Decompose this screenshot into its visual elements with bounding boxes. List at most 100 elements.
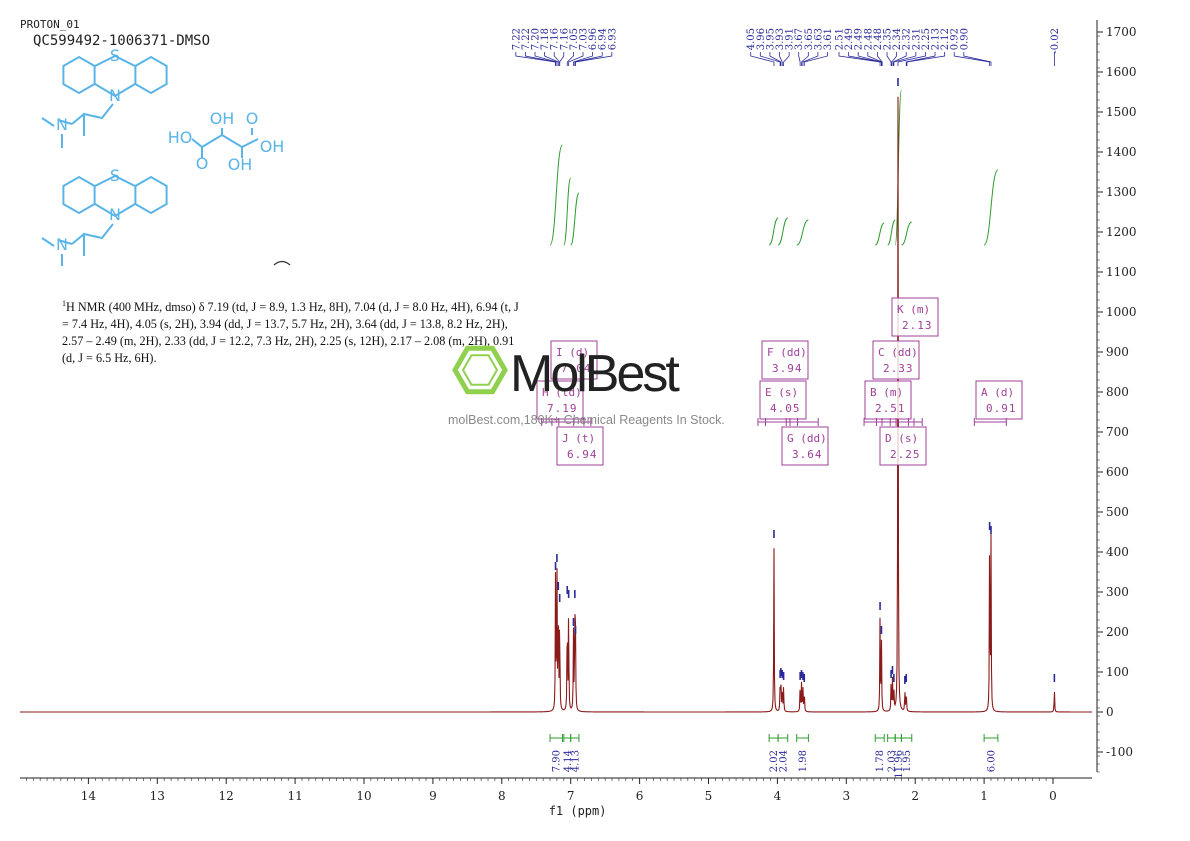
multiplet-label: G (dd) [787,432,827,445]
watermark-hexagon-inner [461,354,499,386]
x-tick-label: 11 [287,789,302,803]
multiplet-shift: 2.25 [890,448,921,461]
multiplet-shift: 7.04 [561,362,592,375]
atom-label: S [110,46,120,65]
peak-label-leader [573,52,594,66]
peak-label: 2.34 [892,28,903,50]
peak-label-leader [515,52,556,66]
n-methyl [41,237,55,247]
side-chain [71,223,114,245]
multiplet-box-a: A (d) 0.91 [973,380,1023,426]
integral-value: 7.90 [552,750,563,772]
peak-label: 2.31 [911,28,922,50]
peak-label: 2.49 [844,28,855,50]
multiplet-label: B (m) [870,386,903,399]
peak-label-leader [525,52,556,66]
atom-label: N [56,115,68,134]
peak-label-leader [544,52,559,66]
peak-label-leader [953,52,991,66]
multiplet-box-e: E (s) 4.05 [757,380,807,426]
peak-label-leader [779,52,783,66]
multiplet-label: F (dd) [767,346,807,359]
multiplet-shift: 2.51 [875,402,906,415]
peak-label: 3.67 [794,28,805,50]
peak-label-leader [857,52,882,66]
peak-label-leader [750,52,775,66]
peak-label-leader [893,52,917,66]
atom-label: N [109,86,121,105]
multiplet-frame [864,380,912,420]
integral-value: 6.00 [986,750,997,772]
watermark-tagline: molBest.com,180K+ Chemical Reagents In S… [448,413,725,427]
peak-label: 4.05 [746,28,757,50]
y-tick-label: 400 [1106,545,1129,559]
integral-curve [874,222,885,246]
peak-label: 7.18 [540,28,551,50]
multiplet-shift: 3.94 [772,362,803,375]
integral-value: 1.78 [875,750,886,772]
atom-label: OH [260,137,285,156]
peak-label-leader [559,52,565,66]
peak-label-leader [769,52,782,66]
multiplet-shift: 0.91 [986,402,1017,415]
x-tick-label: 1 [980,789,988,803]
multiplet-frame [536,380,584,420]
atom-label: HO [168,128,193,147]
multiplet-frame [759,380,807,420]
integral-bars: 7.90 4.144.13 2.022.04 1.98 1.78 2.0311.961.9… [549,734,999,779]
x-tick-label: 6 [636,789,644,803]
multiplet-label: C (dd) [878,346,918,359]
multiplet-label: E (s) [765,386,798,399]
multiplet-frame [550,340,598,380]
multiplet-box-d: D (s) 2.25 [879,418,927,466]
peak-label-leader [891,52,898,66]
nmr-description: 1H NMR (400 MHz, dmso) δ 7.19 (td, J = 8… [62,295,522,367]
atom-label: N [56,235,68,254]
benzene-ring [134,175,168,215]
y-tick-label: 1700 [1106,25,1137,39]
x-tick-label: 7 [567,789,575,803]
integral-curve [768,217,779,246]
peak-label-leader [838,52,881,66]
multiplet-label: K (m) [897,303,930,316]
peak-label-leader [798,52,801,66]
side-chain [71,103,114,125]
peak-label: 7.22 [511,28,522,50]
multiplet-label: H (td) [542,386,582,399]
axes: 14 13 12 11 10 9 8 7 6 5 4 3 2 1 0f1 (ppm)170016001500… [20,20,1137,818]
y-tick-label: 600 [1106,465,1129,479]
acid-chain [191,133,259,149]
peak-label: 6.94 [598,28,609,50]
multiplet-box-j: J (t) 6.94 [556,418,604,466]
multiplet-shift: 7.19 [547,402,578,415]
peak-label: 3.91 [785,28,796,50]
atom-label: OH [228,155,253,174]
peak-label-leader [802,52,819,66]
peak-label: 3.96 [756,28,767,50]
x-tick-label: 8 [498,789,506,803]
thio-bridge [94,174,136,187]
benzene-ring [134,55,168,95]
amine-bridge [94,83,136,98]
multiplet-shift: 2.13 [902,319,933,332]
spectrum-line [20,96,1092,713]
multiplet-frame [975,380,1023,420]
isotope-superscript: 1 [62,299,66,308]
peak-label: 3.63 [813,28,824,50]
peak-label: -0.02 [1050,28,1061,54]
integral-curve [777,217,789,246]
sample-id: QC599492-1006371-DMSO [33,33,211,49]
y-tick-label: 1500 [1106,105,1137,119]
peak-label-leader [886,52,892,66]
integral-curves [549,89,999,246]
y-tick-label: 1100 [1106,265,1137,279]
integral-value: 1.95 [902,750,913,772]
multiplet-label: J (t) [562,432,595,445]
peak-label-leader [783,52,790,66]
multiplet-frame [556,426,604,466]
y-tick-label: 1600 [1106,65,1137,79]
y-tick-label: 700 [1106,425,1129,439]
n-methyl [41,117,55,127]
peak-label-leader [963,52,992,66]
